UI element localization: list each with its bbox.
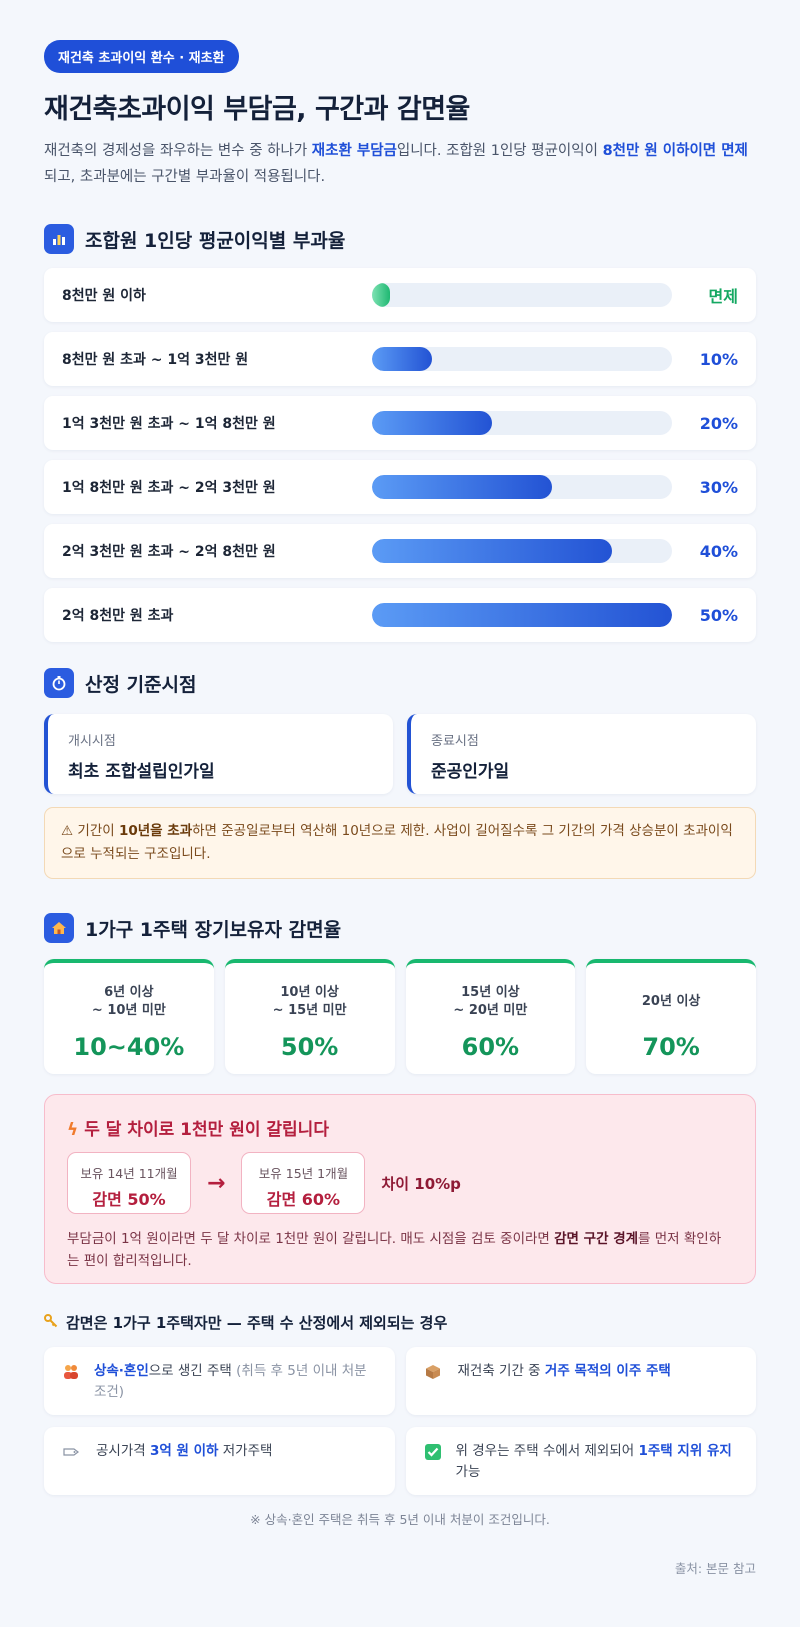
lightning-icon: ϟ	[67, 1120, 79, 1140]
rate-bar-track	[372, 475, 672, 499]
rate-bar-fill	[372, 283, 390, 307]
rate-label: 2억 8천만 원 초과	[62, 608, 174, 624]
reduction-rate: 60%	[461, 1033, 520, 1061]
rate-list: 8천만 원 이하 면제 8천만 원 초과 ~ 1억 3천만 원 10% 1억 3…	[44, 268, 756, 642]
rate-value: 면제	[708, 287, 738, 306]
reduction-rate: 70%	[642, 1033, 700, 1061]
end-time-card: 종료시점 준공인가일	[407, 714, 756, 794]
exclusion-item: 위 경우는 주택 수에서 제외되어 1주택 지위 유지 가능	[405, 1427, 756, 1495]
rate-label: 1억 3천만 원 초과 ~ 1억 8천만 원	[62, 416, 276, 432]
rate-bar-track	[372, 283, 672, 307]
rate-label: 2억 3천만 원 초과 ~ 2억 8천만 원	[62, 544, 276, 560]
topic-badge: 재건축 초과이익 환수 · 재초환	[44, 40, 239, 73]
box-icon	[424, 1363, 450, 1401]
people-icon	[62, 1363, 86, 1401]
exclusion-grid: 상속·혼인으로 생긴 주택 (취득 후 5년 이내 처분 조건) 재건축 기간 …	[44, 1347, 756, 1495]
rate-bar-track	[372, 347, 672, 371]
reduction-card: 10년 이상 ~ 15년 미만 50%	[224, 959, 395, 1074]
rate-bar-fill	[372, 411, 492, 435]
intro-highlight: 8천만 원 이하이면 면제	[602, 143, 748, 159]
end-time-value: 준공인가일	[431, 762, 510, 782]
rate-bar-fill	[372, 475, 552, 499]
key-icon	[44, 1313, 58, 1332]
compare-before: 보유 14년 11개월 감면 50%	[67, 1152, 191, 1214]
rates-section-header: 조합원 1인당 평균이익별 부과율	[44, 224, 756, 254]
reduction-card: 20년 이상 70%	[586, 959, 756, 1074]
compare-after: 보유 15년 1개월 감면 60%	[241, 1152, 366, 1214]
comparison: 보유 14년 11개월 감면 50% → 보유 15년 1개월 감면 60% 차…	[67, 1152, 733, 1214]
reduction-cards: 6년 이상 ~ 10년 미만 10~40% 10년 이상 ~ 15년 미만 50% …	[44, 959, 756, 1074]
tag-icon	[62, 1443, 88, 1481]
rate-label: 8천만 원 이하	[62, 288, 146, 304]
rate-row: 8천만 원 이하 면제	[44, 268, 756, 322]
stopwatch-icon	[44, 668, 74, 698]
start-time-value: 최초 조합설립인가일	[68, 762, 215, 782]
start-time-label: 개시시점	[68, 734, 116, 749]
reduction-card: 6년 이상 ~ 10년 미만 10~40%	[44, 959, 214, 1074]
reduction-rate: 50%	[280, 1033, 339, 1061]
rates-title: 조합원 1인당 평균이익별 부과율	[85, 229, 346, 252]
house-icon	[44, 913, 74, 943]
rate-row: 1억 3천만 원 초과 ~ 1억 8천만 원 20%	[44, 396, 756, 450]
timing-section-header: 산정 기준시점	[44, 668, 756, 698]
exclusion-item: 재건축 기간 중 거주 목적의 이주 주택	[405, 1347, 756, 1415]
arrow-right-icon: →	[207, 1170, 226, 1196]
check-icon	[424, 1443, 448, 1481]
bar-chart-icon	[44, 224, 74, 254]
rate-row: 1억 8천만 원 초과 ~ 2억 3천만 원 30%	[44, 460, 756, 514]
exclusion-item: 상속·혼인으로 생긴 주택 (취득 후 5년 이내 처분 조건)	[44, 1347, 395, 1415]
rate-label: 8천만 원 초과 ~ 1억 3천만 원	[62, 352, 249, 368]
rate-value: 10%	[699, 349, 738, 369]
reduction-card: 15년 이상 ~ 20년 미만 60%	[405, 959, 576, 1074]
rate-value: 20%	[699, 413, 738, 433]
intro-text: 재건축의 경제성을 좌우하는 변수 중 하나가 재초환 부담금입니다. 조합원 …	[44, 143, 748, 185]
page-title: 재건축초과이익 부담금, 구간과 감면율	[44, 94, 470, 125]
timing-cards: 개시시점 최초 조합설립인가일 종료시점 준공인가일	[44, 714, 756, 794]
intro-highlight: 재초환 부담금	[311, 143, 397, 159]
rate-row: 2억 8천만 원 초과 50%	[44, 588, 756, 642]
reduction-title: 1가구 1주택 장기보유자 감면율	[85, 918, 342, 941]
rate-value: 30%	[699, 477, 738, 497]
rate-bar-track	[372, 539, 672, 563]
rate-bar-track	[372, 411, 672, 435]
rate-bar-fill	[372, 603, 672, 627]
rate-bar-fill	[372, 539, 612, 563]
footnote: ※ 상속·혼인 주택은 취득 후 5년 이내 처분이 조건입니다.	[250, 1512, 550, 1527]
alert-description: 부담금이 1억 원이라면 두 달 차이로 1천만 원이 갈립니다. 매도 시점을…	[67, 1231, 722, 1269]
timing-title: 산정 기준시점	[85, 673, 197, 696]
exclusion-header: 감면은 1가구 1주택자만 — 주택 수 산정에서 제외되는 경우	[44, 1312, 756, 1333]
exclusion-item: 공시가격 3억 원 이하 저가주택	[44, 1427, 395, 1495]
rate-value: 40%	[699, 541, 738, 561]
reduction-period: 6년 이상 ~ 10년 미만	[91, 985, 166, 1018]
source-credit: 출처: 본문 참고	[674, 1561, 756, 1576]
reduction-rate: 10~40%	[73, 1033, 185, 1061]
compare-difference: 차이 10%p	[381, 1174, 461, 1193]
start-time-card: 개시시점 최초 조합설립인가일	[44, 714, 393, 794]
rate-value: 50%	[699, 605, 738, 625]
rate-row: 2억 3천만 원 초과 ~ 2억 8천만 원 40%	[44, 524, 756, 578]
reduction-period: 20년 이상	[641, 994, 701, 1009]
reduction-period: 15년 이상 ~ 20년 미만	[453, 985, 528, 1018]
rate-bar-fill	[372, 347, 432, 371]
rate-label: 1억 8천만 원 초과 ~ 2억 3천만 원	[62, 480, 276, 496]
rate-bar-track	[372, 603, 672, 627]
end-time-label: 종료시점	[431, 734, 479, 749]
period-warning: ⚠ 기간이 10년을 초과하면 준공일로부터 역산해 10년으로 제한. 사업이…	[44, 807, 756, 879]
reduction-period: 10년 이상 ~ 15년 미만	[272, 985, 347, 1018]
reduction-section-header: 1가구 1주택 장기보유자 감면율	[44, 913, 756, 943]
rate-row: 8천만 원 초과 ~ 1억 3천만 원 10%	[44, 332, 756, 386]
